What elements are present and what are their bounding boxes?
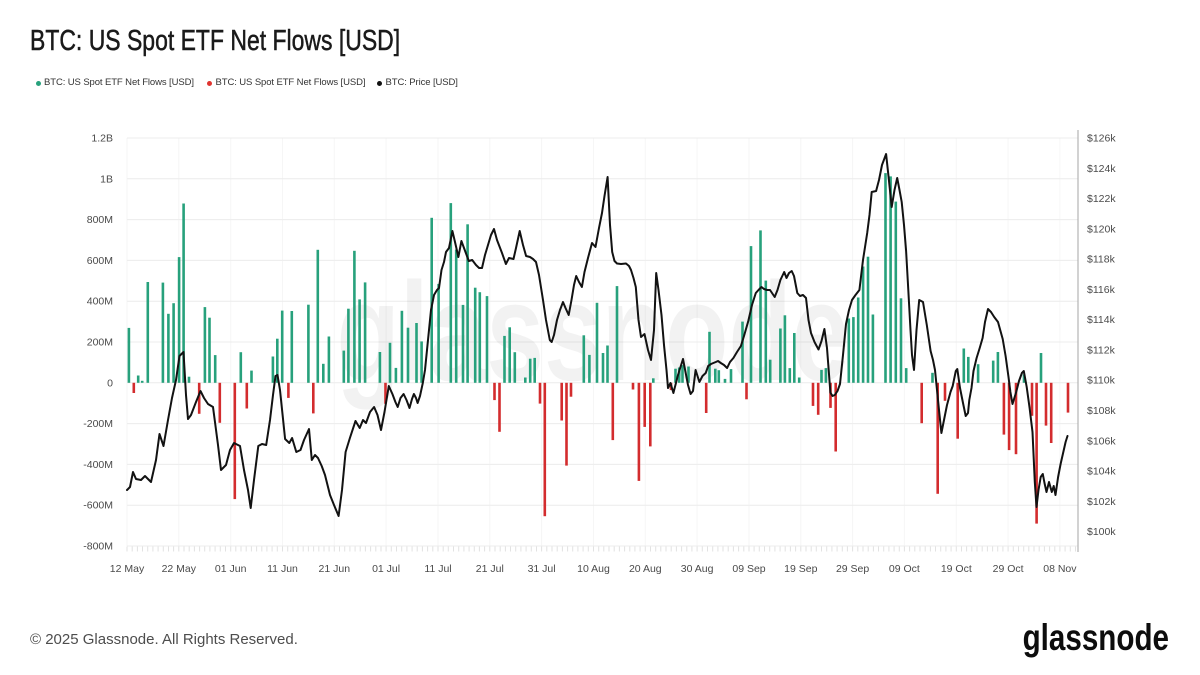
svg-text:$110k: $110k — [1087, 375, 1116, 387]
svg-text:29 Sep: 29 Sep — [836, 563, 869, 575]
svg-text:$112k: $112k — [1087, 345, 1116, 357]
svg-text:22 May: 22 May — [162, 563, 197, 575]
svg-text:$106k: $106k — [1087, 435, 1116, 447]
svg-text:800M: 800M — [87, 214, 113, 226]
svg-text:$122k: $122k — [1087, 193, 1116, 205]
svg-text:600M: 600M — [87, 255, 113, 267]
svg-text:-800M: -800M — [83, 541, 113, 553]
svg-text:glassnode: glassnode — [337, 253, 850, 410]
svg-text:1.2B: 1.2B — [91, 133, 113, 145]
svg-text:$102k: $102k — [1087, 496, 1116, 508]
svg-text:$124k: $124k — [1087, 163, 1116, 175]
svg-text:11 Jun: 11 Jun — [267, 563, 298, 575]
svg-text:0: 0 — [107, 377, 113, 389]
svg-text:11 Jul: 11 Jul — [424, 563, 451, 575]
svg-text:21 Jun: 21 Jun — [319, 563, 351, 575]
svg-text:$118k: $118k — [1087, 254, 1116, 266]
svg-text:$126k: $126k — [1087, 133, 1116, 145]
svg-text:19 Oct: 19 Oct — [941, 563, 972, 575]
svg-text:$108k: $108k — [1087, 405, 1116, 417]
svg-text:$114k: $114k — [1087, 314, 1116, 326]
svg-text:19 Sep: 19 Sep — [784, 563, 817, 575]
svg-text:31 Jul: 31 Jul — [528, 563, 556, 575]
svg-text:12 May: 12 May — [110, 563, 145, 575]
svg-text:01 Jun: 01 Jun — [215, 563, 247, 575]
svg-text:-400M: -400M — [83, 459, 113, 471]
svg-text:-600M: -600M — [83, 500, 113, 512]
svg-text:$116k: $116k — [1087, 284, 1116, 296]
svg-text:29 Oct: 29 Oct — [993, 563, 1024, 575]
svg-text:$120k: $120k — [1087, 223, 1116, 235]
svg-text:10 Aug: 10 Aug — [577, 563, 610, 575]
svg-text:$100k: $100k — [1087, 526, 1116, 538]
svg-text:09 Sep: 09 Sep — [732, 563, 765, 575]
svg-text:09 Oct: 09 Oct — [889, 563, 920, 575]
svg-text:-200M: -200M — [83, 418, 113, 430]
svg-text:$104k: $104k — [1087, 466, 1116, 478]
svg-text:21 Jul: 21 Jul — [476, 563, 504, 575]
svg-text:1B: 1B — [100, 173, 113, 185]
svg-text:20 Aug: 20 Aug — [629, 563, 662, 575]
svg-text:400M: 400M — [87, 296, 113, 308]
svg-text:200M: 200M — [87, 337, 113, 349]
svg-text:01 Jul: 01 Jul — [372, 563, 400, 575]
svg-text:30 Aug: 30 Aug — [681, 563, 714, 575]
svg-text:08 Nov: 08 Nov — [1043, 563, 1077, 575]
